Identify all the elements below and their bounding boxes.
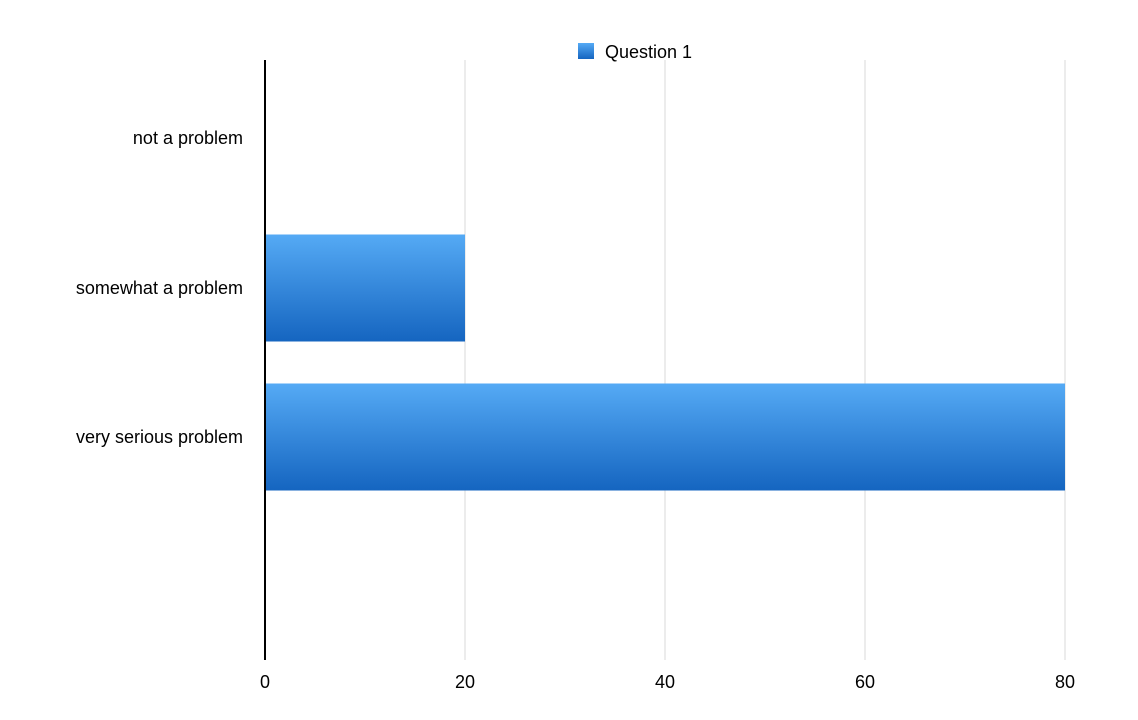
x-tick-label-40: 40 xyxy=(655,672,675,692)
bar-very-serious-problem xyxy=(265,383,1065,491)
category-labels: not a problem somewhat a problem very seri… xyxy=(76,128,243,447)
category-label-not-a-problem: not a problem xyxy=(133,128,243,148)
gridlines xyxy=(464,60,1066,660)
x-tick-label-60: 60 xyxy=(855,672,875,692)
category-label-very-serious-problem: very serious problem xyxy=(76,427,243,447)
bars xyxy=(265,234,1065,491)
legend: Question 1 xyxy=(578,42,692,62)
x-axis-ticks: 0 20 40 60 80 xyxy=(260,672,1075,692)
legend-label: Question 1 xyxy=(605,42,692,62)
x-tick-label-80: 80 xyxy=(1055,672,1075,692)
category-label-somewhat-a-problem: somewhat a problem xyxy=(76,278,243,298)
x-tick-label-20: 20 xyxy=(455,672,475,692)
bar-somewhat-a-problem xyxy=(265,234,465,342)
x-tick-label-0: 0 xyxy=(260,672,270,692)
legend-swatch xyxy=(578,43,594,59)
